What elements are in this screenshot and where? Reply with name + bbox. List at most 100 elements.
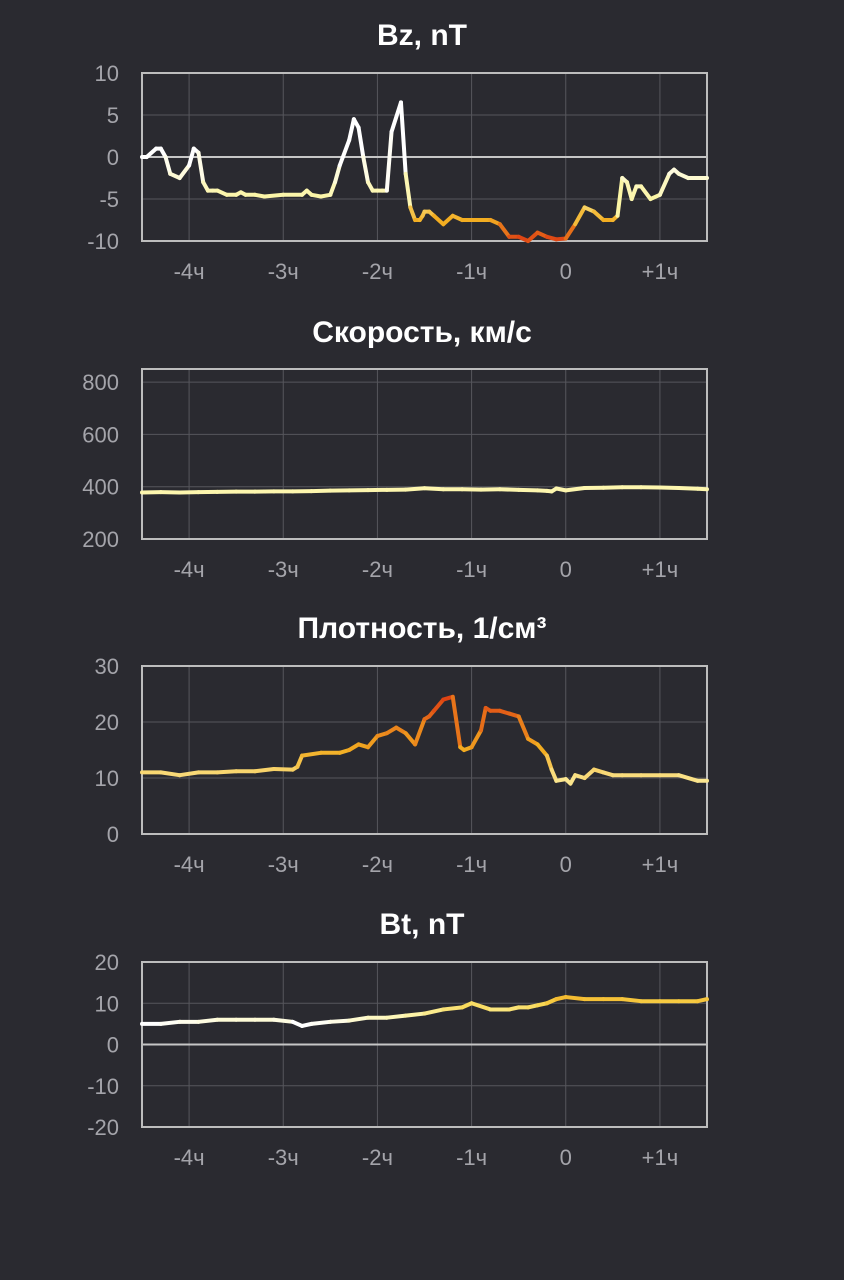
series-segment [403, 1011, 427, 1018]
x-tick-label: -3ч [268, 259, 299, 284]
series-segment [469, 1001, 493, 1012]
y-tick-label: 10 [95, 991, 119, 1016]
x-tick-label: -4ч [174, 852, 205, 877]
series-segment [639, 184, 653, 201]
x-tick-label: -2ч [362, 259, 393, 284]
series-segment [563, 486, 587, 493]
y-tick-label: 0 [107, 1033, 119, 1058]
series-segment [516, 487, 540, 493]
series-segment [215, 769, 239, 775]
y-tick-label: -5 [99, 187, 119, 212]
x-tick-label: -1ч [456, 852, 487, 877]
x-tick-label: +1ч [642, 852, 679, 877]
series-segment [413, 717, 427, 747]
series-segment [441, 213, 455, 227]
series-segment [366, 734, 380, 750]
y-tick-label: 10 [95, 61, 119, 86]
series-segment [262, 192, 286, 199]
y-tick-label: 5 [107, 103, 119, 128]
x-tick-label: -2ч [362, 557, 393, 582]
y-tick-label: 0 [107, 822, 119, 847]
series-segment [695, 997, 709, 1004]
y-tick-label: 800 [82, 370, 119, 395]
series-segment [582, 767, 596, 780]
y-tick-label: 10 [95, 766, 119, 791]
series-segment [535, 742, 549, 758]
series-segment [657, 485, 681, 490]
chart-title: Плотность, 1/см³ [298, 612, 547, 645]
x-tick-label: -3ч [268, 557, 299, 582]
series-segment [253, 767, 276, 774]
series-segment [196, 150, 206, 185]
series-segment [328, 180, 338, 197]
chart-1: Bz, nT 10 5 0 -5 -10 -4ч -3ч -2ч -1ч 0 +1ч [87, 19, 709, 284]
series-segment [271, 1017, 295, 1024]
chart-title: Bz, nT [377, 19, 467, 52]
series-segment [549, 767, 559, 783]
plot-frame [141, 665, 708, 835]
series-segment [309, 488, 333, 494]
x-tick-label: -3ч [268, 1145, 299, 1170]
series-segment [422, 1007, 446, 1016]
series-segment [450, 694, 463, 750]
x-tick-label: 0 [560, 1145, 572, 1170]
x-tick-label: -1ч [456, 259, 487, 284]
series-line [140, 995, 709, 1028]
series-segment [441, 1005, 465, 1012]
series-segment [403, 486, 427, 492]
series-segment [384, 129, 394, 193]
series-segment [695, 486, 709, 492]
series-segment [563, 995, 587, 1002]
x-tick-label: 0 [560, 259, 572, 284]
series-segment [469, 728, 483, 750]
series-segment [403, 731, 418, 747]
series-line [140, 485, 709, 495]
x-tick-label: +1ч [642, 557, 679, 582]
series-segment [592, 209, 606, 222]
series-segment [615, 176, 625, 218]
series-segment [573, 205, 587, 227]
series-segment [657, 171, 672, 197]
y-tick-label: -10 [87, 229, 119, 254]
x-tick-label: +1ч [642, 259, 679, 284]
x-tick-label: -1ч [456, 1145, 487, 1170]
y-tick-label: 0 [107, 145, 119, 170]
series-segment [403, 171, 413, 210]
series-segment [408, 205, 418, 222]
y-tick-label: -20 [87, 1115, 119, 1140]
series-segment [356, 125, 366, 159]
series-segment [629, 184, 639, 201]
chart-4: Bt, nT 20 10 0 -10 -20 -4ч -3ч -2ч -1ч 0 +1ч [87, 908, 709, 1170]
plot-frame [141, 961, 708, 1128]
chart-2: Скорость, км/с 800 600 400 200 -4ч -3ч -2ч -1ч 0 +… [82, 316, 709, 582]
series-segment [328, 1018, 352, 1024]
series-segment [158, 770, 182, 778]
x-tick-label: -1ч [456, 557, 487, 582]
x-tick-label: -2ч [362, 1145, 393, 1170]
series-segment [337, 138, 352, 168]
series-segment [479, 706, 488, 733]
plot-frame [141, 368, 708, 540]
series-segment [163, 155, 173, 176]
series-segment [158, 1019, 182, 1026]
x-tick-label: -4ч [174, 259, 205, 284]
y-tick-label: -10 [87, 1074, 119, 1099]
series-segment [177, 770, 201, 778]
series-segment [333, 163, 342, 185]
series-segment [676, 773, 700, 783]
x-tick-label: +1ч [642, 1145, 679, 1170]
series-segment [526, 230, 540, 243]
x-tick-label: -2ч [362, 852, 393, 877]
series-segment [271, 767, 295, 772]
x-tick-label: -4ч [174, 557, 205, 582]
y-tick-label: 20 [95, 950, 119, 975]
x-tick-label: -4ч [174, 1145, 205, 1170]
series-segment [300, 750, 323, 758]
chart-title: Скорость, км/с [312, 316, 532, 349]
series-segment [497, 487, 521, 492]
series-segment [196, 1017, 220, 1024]
series-segment [347, 1015, 370, 1023]
series-segment [361, 155, 370, 185]
series-segment [601, 485, 625, 490]
